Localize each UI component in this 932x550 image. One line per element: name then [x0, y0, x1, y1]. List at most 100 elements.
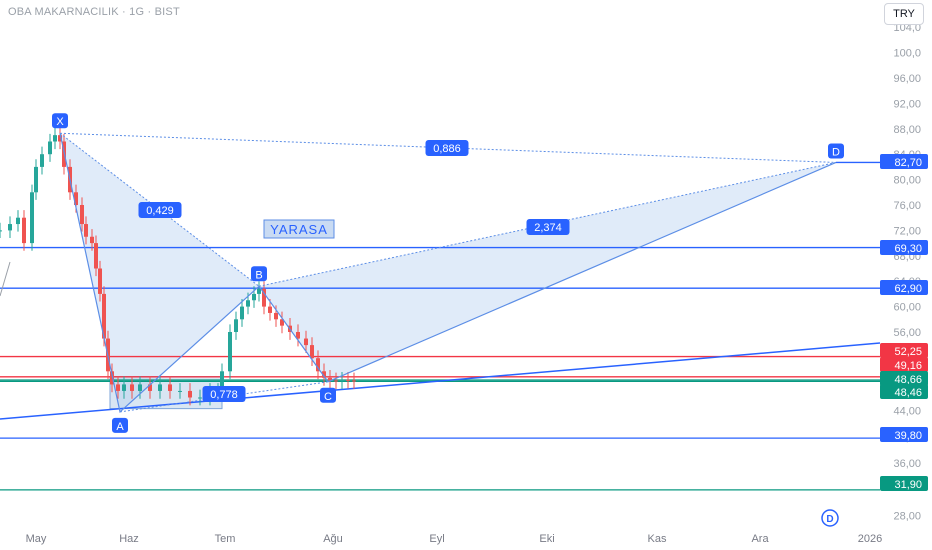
candle-body — [30, 192, 34, 244]
price-badge: 31,90 — [894, 479, 922, 491]
candle-body — [80, 205, 84, 225]
point-label-bg — [112, 417, 128, 433]
y-tick-label: 60,00 — [893, 302, 921, 314]
candle-body — [228, 332, 232, 372]
candle-body — [138, 384, 142, 391]
ratio-label-bd: 2,374 — [534, 222, 562, 234]
x-tick-label: May — [26, 533, 47, 545]
candle-body — [246, 300, 250, 307]
candle-body — [340, 379, 344, 382]
candle-body — [346, 379, 350, 381]
candle-body — [98, 268, 102, 294]
candle-body — [296, 332, 300, 339]
y-tick-label: 92,00 — [893, 98, 921, 110]
point-label-bg — [828, 143, 844, 159]
x-tick-label: Ağu — [323, 533, 343, 545]
candle-body — [220, 371, 224, 391]
point-label-a: A — [116, 421, 124, 433]
price-badge-bg — [880, 371, 928, 386]
y-tick-label: 100,0 — [893, 48, 921, 60]
candle-body — [304, 338, 308, 346]
price-badge-bg — [880, 476, 928, 491]
candle-body — [48, 141, 52, 155]
candle-body — [110, 371, 114, 385]
y-tick-label: 80,00 — [893, 175, 921, 187]
timeline-marker-label: D — [826, 514, 833, 525]
candle-body — [240, 306, 244, 320]
candle-body — [274, 312, 278, 320]
candle-body — [74, 192, 78, 205]
price-badge: 82,70 — [894, 157, 922, 169]
point-label-x: X — [56, 116, 64, 128]
y-tick-label: 56,00 — [893, 327, 921, 339]
candle-body — [40, 154, 44, 167]
y-tick-label: 104,0 — [893, 22, 921, 34]
price-badge-bg — [880, 427, 928, 442]
candle-body — [53, 135, 57, 142]
candle-body — [102, 293, 106, 339]
price-badge-bg — [880, 240, 928, 255]
candle-body — [34, 166, 38, 193]
candle-body — [58, 135, 62, 142]
x-tick-label: Eki — [539, 533, 554, 545]
x-tick-label: 2026 — [858, 533, 882, 545]
pattern-name: YARASA — [270, 222, 328, 237]
point-label-bg — [251, 266, 267, 282]
candle-body — [257, 288, 261, 294]
pattern-fill-bcd — [259, 162, 836, 382]
trend-line-lower — [0, 342, 881, 420]
y-tick-label: 44,00 — [893, 406, 921, 418]
price-badge: 48,46 — [894, 387, 922, 399]
x-tick-label: Kas — [648, 533, 667, 545]
price-badge: 62,90 — [894, 283, 922, 295]
y-tick-label: 28,00 — [893, 510, 921, 522]
y-tick-label: 76,00 — [893, 200, 921, 212]
currency-button[interactable]: TRY — [884, 3, 924, 25]
price-badge: 49,16 — [894, 360, 922, 372]
point-label-c: C — [324, 391, 332, 403]
chart-title: OBA MAKARNACILIK · 1G · BIST — [8, 6, 180, 18]
candle-body — [122, 384, 126, 391]
trend-line-left — [0, 261, 11, 297]
candle-body — [234, 319, 238, 332]
candle-body — [252, 293, 256, 301]
candle-body — [90, 236, 94, 244]
point-label-d: D — [832, 146, 840, 158]
point-label-bg — [52, 113, 68, 129]
price-badge: 39,80 — [894, 430, 922, 442]
candle-body — [262, 288, 266, 307]
candle-body — [130, 384, 134, 391]
candle-body — [168, 384, 172, 391]
price-badge-bg — [880, 357, 928, 372]
price-badge-bg — [880, 343, 928, 358]
candle-body — [22, 217, 26, 244]
x-tick-label: Haz — [119, 533, 139, 545]
candle-body — [352, 380, 356, 382]
price-badge: 48,66 — [894, 374, 922, 386]
candle-body — [268, 306, 272, 313]
candle-body — [116, 384, 120, 391]
candle-body — [198, 397, 202, 399]
candle-body — [322, 371, 326, 378]
x-tick-label: Eyl — [429, 533, 444, 545]
ratio-label-xb: 0,429 — [146, 205, 174, 217]
price-badge-bg — [880, 384, 928, 399]
candle-body — [16, 217, 20, 225]
candle-body — [178, 390, 182, 392]
candle-body — [328, 377, 332, 381]
candle-body — [316, 358, 320, 372]
pattern-name-bg — [263, 219, 335, 239]
candle-body — [8, 224, 12, 231]
candle-body — [84, 224, 88, 237]
candle-body — [0, 230, 2, 232]
price-badge-bg — [880, 280, 928, 295]
candle-body — [94, 243, 98, 269]
candle-body — [188, 390, 192, 398]
ratio-label-ac: 0,778 — [210, 389, 238, 401]
ratio-label-bg — [526, 219, 570, 235]
ratio-label-bg — [202, 386, 246, 402]
timeline-marker-circle — [821, 509, 839, 527]
x-tick-label: Ara — [751, 533, 769, 545]
